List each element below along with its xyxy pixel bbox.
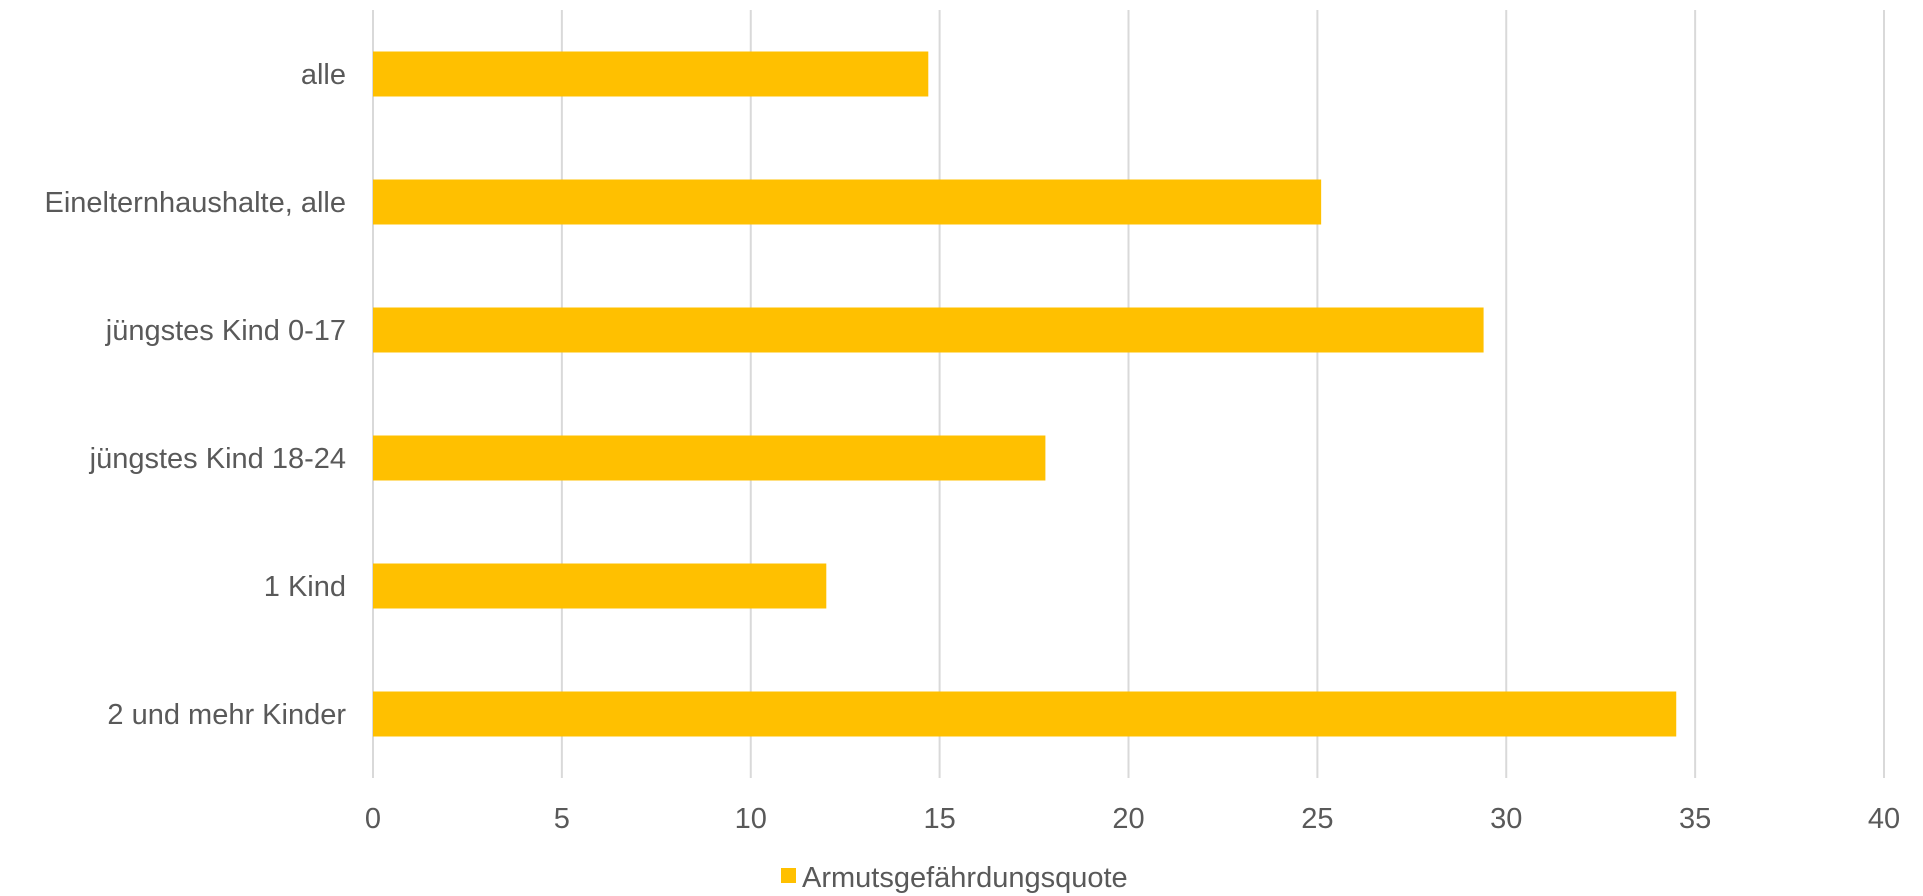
- category-labels: alle Einelternhaushalte, alle jüngstes Kin…: [45, 59, 347, 731]
- category-label: jüngstes Kind 18-24: [89, 443, 346, 475]
- legend-swatch: [781, 868, 796, 883]
- x-tick-label: 30: [1490, 803, 1522, 835]
- bar: [373, 307, 1484, 353]
- category-label: Einelternhaushalte, alle: [45, 187, 346, 219]
- bar: [373, 179, 1322, 225]
- x-tick-label: 25: [1301, 803, 1333, 835]
- bar: [373, 563, 827, 609]
- bars: [373, 51, 1677, 737]
- category-label: jüngstes Kind 0-17: [105, 315, 346, 347]
- bar: [373, 691, 1677, 737]
- x-axis-tick-labels: 0 5 10 15 20 25 30 35 40: [365, 803, 1900, 835]
- bar: [373, 435, 1046, 481]
- x-tick-label: 40: [1868, 803, 1900, 835]
- x-tick-label: 0: [365, 803, 381, 835]
- category-label: 1 Kind: [264, 571, 346, 603]
- x-tick-label: 35: [1679, 803, 1711, 835]
- x-tick-label: 5: [554, 803, 570, 835]
- x-tick-label: 10: [735, 803, 767, 835]
- x-tick-label: 20: [1112, 803, 1144, 835]
- gridlines: [372, 10, 1885, 778]
- category-label: 2 und mehr Kinder: [107, 699, 346, 731]
- legend-label: Armutsgefährdungsquote: [802, 862, 1128, 894]
- bar: [373, 51, 929, 97]
- x-tick-label: 15: [923, 803, 955, 835]
- legend: Armutsgefährdungsquote: [781, 862, 1128, 894]
- category-label: alle: [301, 59, 346, 91]
